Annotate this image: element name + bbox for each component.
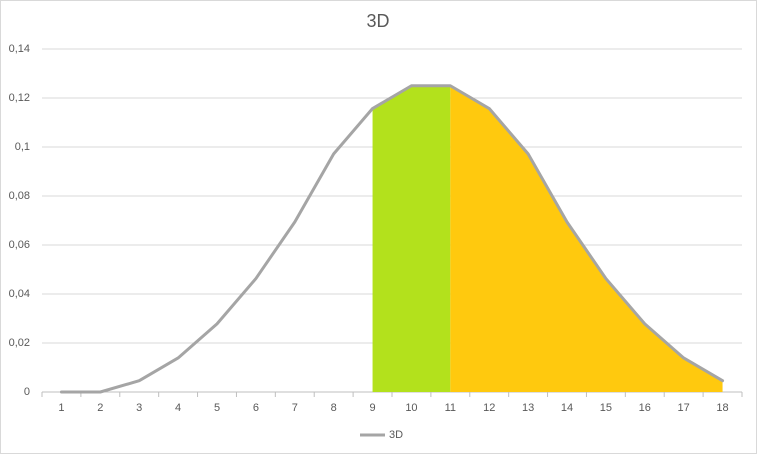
chart-title: 3D [366, 11, 389, 31]
y-tick-label: 0,12 [9, 92, 30, 104]
x-tick-label: 16 [639, 402, 651, 414]
x-tick-label: 14 [561, 402, 573, 414]
y-tick-label: 0,02 [9, 337, 30, 349]
x-tick-label: 5 [214, 402, 220, 414]
y-tick-label: 0,1 [15, 141, 30, 153]
area [450, 85, 723, 392]
y-tick-label: 0,14 [9, 43, 30, 55]
x-tick-label: 15 [600, 402, 612, 414]
x-tick-label: 6 [253, 402, 259, 414]
y-tick-label: 0,06 [9, 239, 30, 251]
y-tick-label: 0 [24, 386, 30, 398]
line [59, 84, 725, 394]
x-tick-label: 13 [522, 402, 534, 414]
x-tick-label: 17 [678, 402, 690, 414]
area [372, 85, 451, 392]
x-tick-label: 7 [292, 402, 298, 414]
y-tick-label: 0,04 [9, 288, 30, 300]
x-tick-label: 12 [483, 402, 495, 414]
x-tick-label: 18 [716, 402, 728, 414]
x-tick-label: 9 [369, 402, 375, 414]
x-tick-label: 8 [331, 402, 337, 414]
x-tick-label: 2 [97, 402, 103, 414]
x-tick-label: 11 [445, 402, 456, 414]
x-tick-label: 4 [175, 402, 181, 414]
legend-label: 3D [389, 429, 403, 441]
x-tick-label: 3 [136, 402, 142, 414]
x-tick-label: 10 [405, 402, 417, 414]
y-tick-label: 0,08 [9, 190, 30, 202]
x-tick-label: 1 [58, 402, 64, 414]
